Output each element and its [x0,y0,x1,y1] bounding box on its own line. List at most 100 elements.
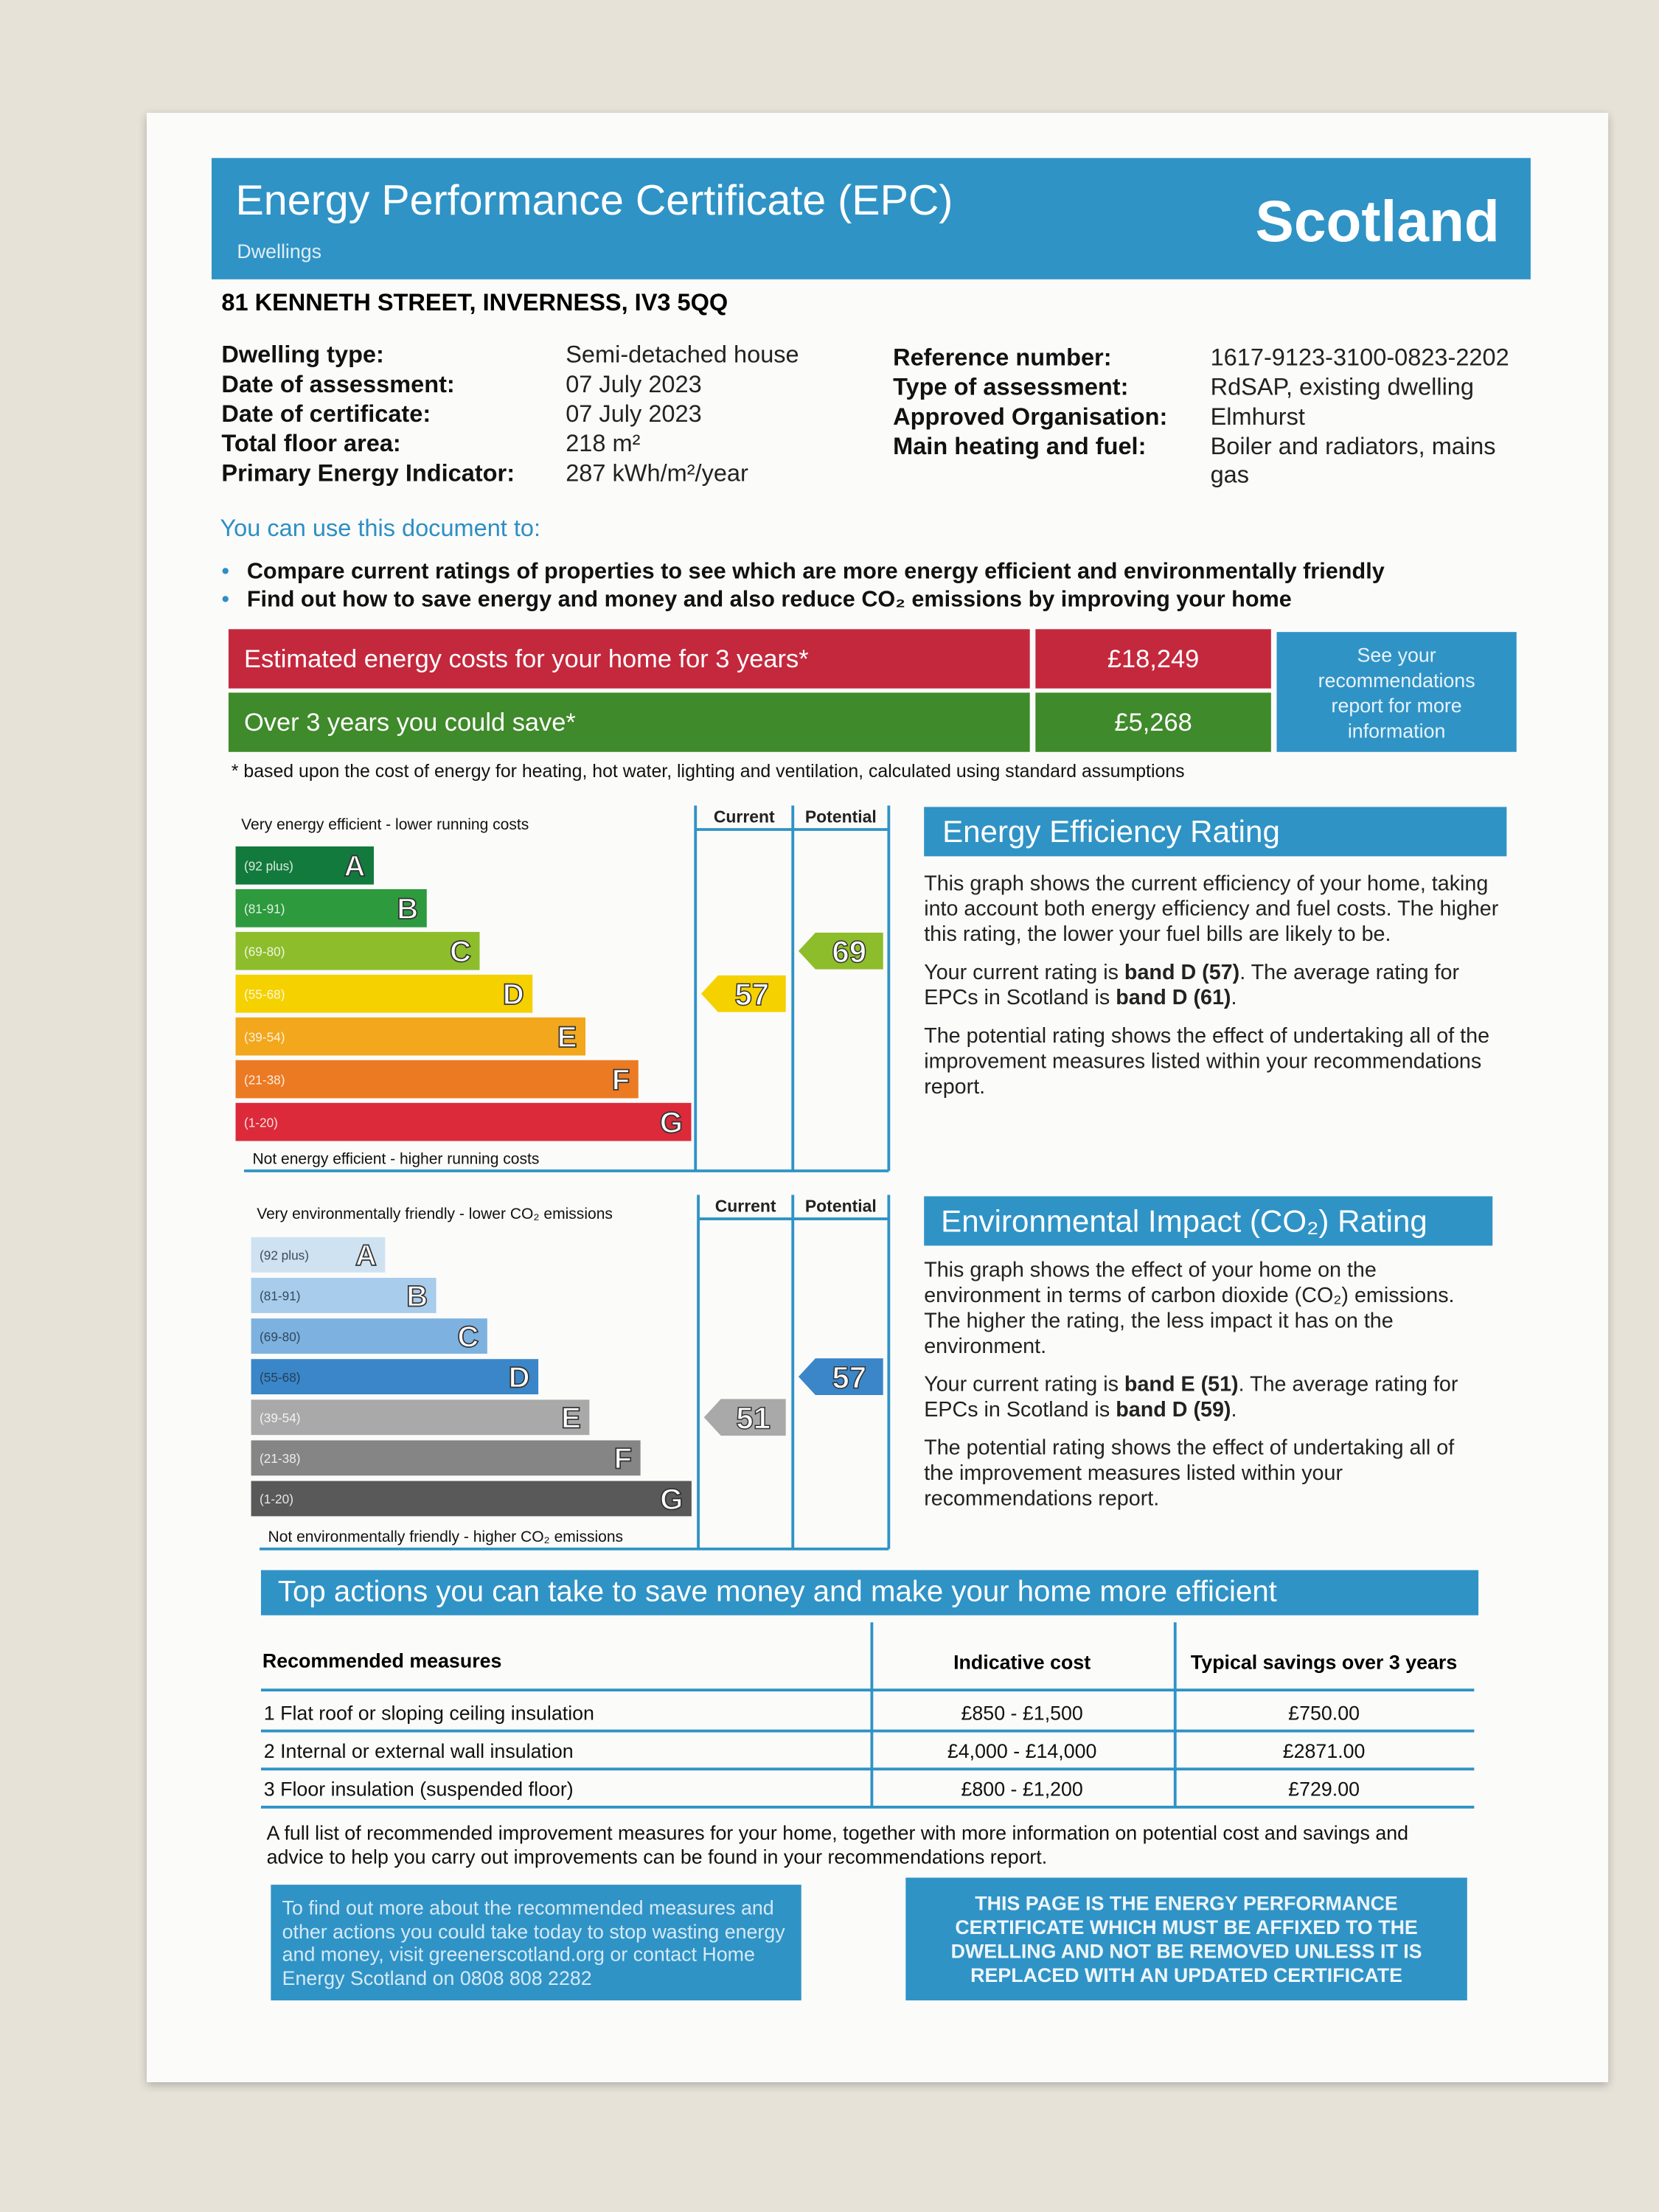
bullet: • [221,588,230,613]
band-range: (55-68) [260,1370,300,1385]
title: Energy Performance Certificate (EPC) [235,178,953,225]
band-letter: C [450,935,471,968]
detail-label: Dwelling type: [221,341,384,369]
detail-value: Boiler and radiators, mains gas [1210,433,1496,488]
band-letter: B [406,1279,428,1312]
detail-label: Total floor area: [221,430,401,457]
band [251,1318,487,1354]
band-letter: G [660,1483,683,1516]
bold-text: band D (59) [1116,1398,1231,1422]
band [251,1440,641,1476]
detail-label: Reference number: [893,344,1112,372]
table-cell: 3 Floor insulation (suspended floor) [263,1777,574,1801]
detail-value: Semi-detached house [566,341,799,369]
detail-label: Date of certificate: [221,400,431,428]
env-title: Environmental Impact (CO₂) Rating [924,1196,1493,1246]
uses-heading: You can use this document to: [220,515,541,542]
text: This graph shows the effect of your home… [924,1258,1455,1359]
costs-link-box: See your recommendations report for more… [1276,632,1517,752]
detail-label: Main heating and fuel: [893,433,1147,460]
column-header: Potential [805,1196,877,1215]
use-item: Compare current ratings of properties to… [246,560,1385,585]
table-cell: 2 Internal or external wall insulation [263,1739,574,1762]
paragraph: This graph shows the effect of your home… [924,1259,1488,1360]
cost-value: £5,268 [1035,692,1271,752]
band [235,846,375,885]
band-letter: E [557,1020,577,1054]
advice-box: To find out more about the recommended m… [271,1885,801,2001]
detail-label: Type of assessment: [893,374,1129,401]
address: 81 KENNETH STREET, INVERNESS, IV3 5QQ [221,289,728,316]
header-cell: Recommended measures [262,1649,502,1672]
subtitle: Dwellings [237,240,322,262]
band [235,888,427,928]
paragraph: The potential rating shows the effect of… [924,1024,1502,1100]
cost-label: Over 3 years you could save* [228,692,1030,752]
actions-title: Top actions you can take to save money a… [260,1570,1479,1615]
column-header: Potential [805,807,877,826]
table-cell: £800 - £1,200 [961,1777,1083,1801]
rating-arrow [703,1399,786,1436]
text: . [1231,986,1237,1010]
advice: To find out more about the recommended m… [282,1896,785,1989]
text: The potential rating shows the effect of… [924,1024,1490,1099]
band-range: (69-80) [260,1329,300,1344]
paragraph: Your current rating is band E (51). The … [924,1373,1488,1424]
table-header: Recommended measures Indicative cost Typic… [260,1630,1475,1692]
band [251,1399,590,1436]
table-cell: £750.00 [1288,1701,1360,1725]
detail-label: Date of assessment: [221,371,455,398]
table-row: 1 Flat roof or sloping ceiling insulatio… [260,1694,1475,1733]
band [251,1481,692,1517]
text: . [1231,1398,1237,1422]
rating-arrow [798,932,883,970]
region: Scotland [1255,189,1500,254]
rating-value: 69 [832,934,866,969]
paragraph: This graph shows the current efficiency … [924,872,1502,947]
detail-value: 07 July 2023 [566,400,702,428]
notice: THIS PAGE IS THE ENERGY PERFORMANCE CERT… [950,1891,1422,1986]
use-item: Find out how to save energy and money an… [246,588,1292,613]
header-cell: Indicative cost [953,1650,1091,1674]
table-cell: £4,000 - £14,000 [947,1739,1097,1762]
band-range: (81-91) [244,901,285,916]
band-range: (21-38) [260,1451,300,1466]
band-range: (39-54) [244,1029,285,1044]
band-letter: F [612,1063,630,1096]
band-letter: A [344,849,366,883]
band-range: (81-91) [260,1289,300,1304]
paragraph: Your current rating is band D (57). The … [924,961,1502,1012]
detail-value: 1617-9123-3100-0823-2202 [1210,344,1509,372]
band-range: (1-20) [244,1115,278,1130]
band [235,931,480,970]
band-letter: A [355,1239,377,1272]
band [251,1359,539,1395]
band-range: (55-68) [244,987,285,1001]
column-line [1173,1622,1177,1806]
band-range: (92 plus) [244,858,293,873]
table-cell: £729.00 [1288,1777,1360,1801]
bullet: • [221,560,230,585]
text: Your current rating is [924,1372,1124,1397]
bottom-label: Not energy efficient - higher running co… [252,1150,539,1167]
table-cell: £850 - £1,500 [961,1701,1083,1725]
band-letter: D [509,1361,530,1394]
bold-text: band E (51) [1124,1372,1239,1397]
cost-label: Estimated energy costs for your home for… [228,629,1030,689]
band-range: (21-38) [244,1072,285,1087]
table-cell: £2871.00 [1282,1739,1366,1762]
band-letter: D [503,978,524,1011]
text: Your current rating is [924,960,1124,985]
header-bar: Energy Performance Certificate (EPC) Dwe… [211,158,1531,279]
band [235,974,533,1013]
detail-value: 218 m² [566,430,641,457]
table-cell: 1 Flat roof or sloping ceiling insulatio… [263,1701,594,1725]
band [251,1278,437,1313]
band-letter: B [397,892,418,925]
table-row: 2 Internal or external wall insulation £4… [260,1732,1475,1771]
rating-value: 57 [734,977,769,1012]
band [235,1060,639,1099]
